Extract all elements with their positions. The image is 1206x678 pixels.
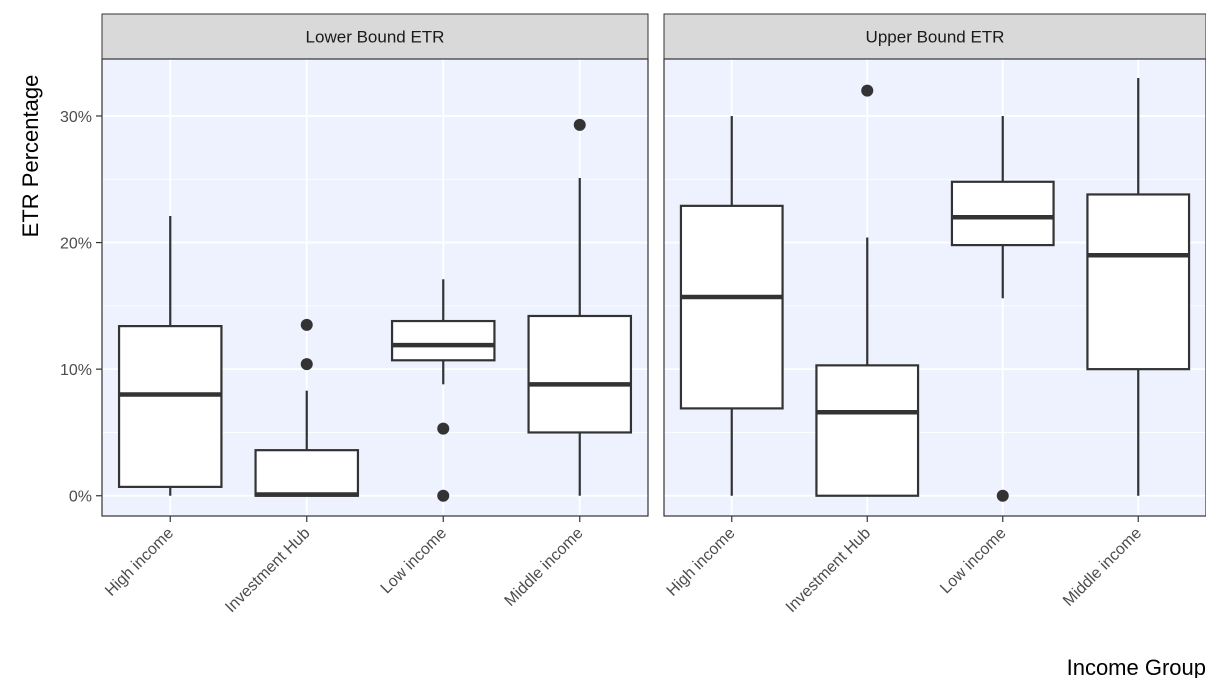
outlier-point	[301, 319, 313, 331]
y-tick-label: 10%	[60, 362, 92, 379]
outlier-point	[997, 490, 1009, 502]
x-tick-label: Investment Hub	[222, 525, 313, 616]
facet-panel-1: Lower Bound ETR High income Investment Hub…	[60, 14, 648, 616]
outlier-point	[861, 85, 873, 97]
facet-strip-label: Lower Bound ETR	[306, 28, 445, 47]
x-axis-title: Income Group	[1067, 655, 1206, 678]
x-tick-label: Low income	[937, 525, 1009, 597]
x-tick-label: Investment Hub	[783, 525, 874, 616]
x-tick-label: High income	[664, 525, 739, 600]
y-tick-label: 0%	[69, 489, 92, 506]
box-iqr	[816, 365, 918, 495]
facet-strip-label: Upper Bound ETR	[866, 28, 1005, 47]
y-axis-title: ETR Percentage	[18, 75, 43, 238]
box-iqr	[256, 450, 358, 496]
outlier-point	[437, 490, 449, 502]
box-iqr	[392, 321, 494, 360]
y-tick-label: 20%	[60, 236, 92, 253]
x-tick-label: High income	[102, 525, 177, 600]
facet-panel-2: Upper Bound ETR High income Investment Hub…	[664, 14, 1206, 616]
y-tick-label: 30%	[60, 109, 92, 126]
outlier-point	[574, 119, 586, 131]
box-iqr	[119, 326, 221, 487]
box-iqr	[1087, 194, 1189, 369]
box-iqr	[529, 316, 631, 432]
outlier-point	[301, 358, 313, 370]
outlier-point	[437, 423, 449, 435]
plot-area: Lower Bound ETR High income Investment Hub…	[60, 14, 1206, 616]
box-iqr	[681, 206, 783, 409]
x-tick-label: Low income	[378, 525, 450, 597]
x-tick-label: Middle income	[1060, 525, 1145, 610]
box-iqr	[952, 182, 1054, 245]
x-tick-label: Middle income	[502, 525, 587, 610]
